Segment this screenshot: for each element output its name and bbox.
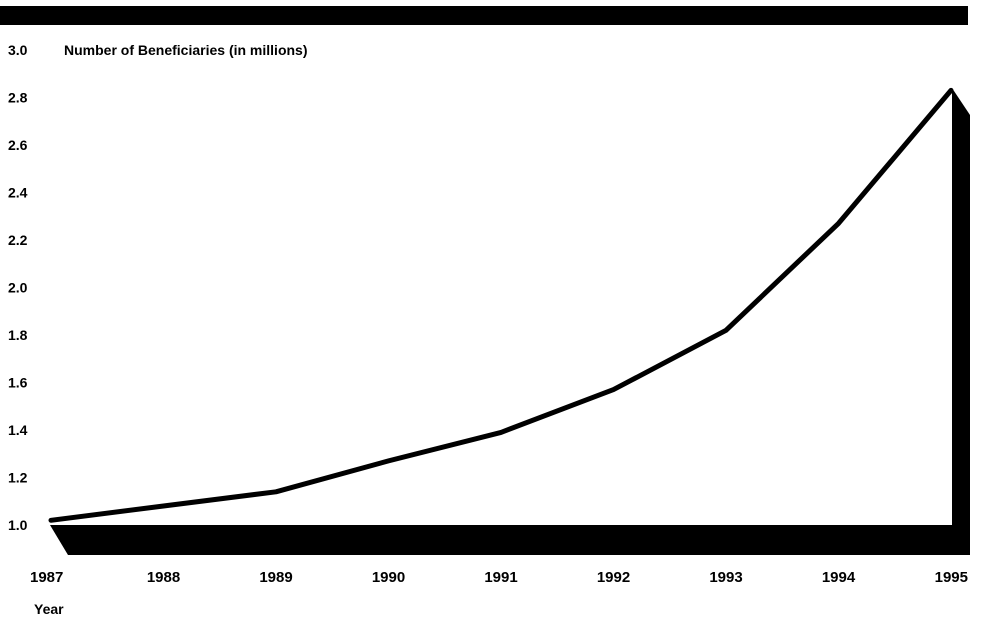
y-tick-label: 2.8	[8, 90, 28, 106]
series-line	[48, 87, 954, 523]
y-tick-label: 2.4	[8, 185, 28, 201]
x-tick-label: 1994	[822, 569, 856, 586]
x-tick-label: 1992	[597, 569, 630, 586]
y-tick-label: 1.0	[8, 517, 28, 533]
top-bar	[0, 6, 968, 25]
y-tick-label: 2.2	[8, 232, 28, 248]
x-tick-label: 1995	[935, 569, 968, 586]
y-tick-label: 1.8	[8, 327, 28, 343]
y-tick-label: 1.4	[8, 422, 28, 438]
y-tick-label: 3.0	[8, 42, 28, 58]
y-tick-label: 2.0	[8, 280, 28, 296]
x-tick-label: 1993	[709, 569, 742, 586]
x-axis-label: Year	[34, 601, 64, 617]
x-tick-label: 1991	[484, 569, 517, 586]
x-tick-labels: 1987 1988 1989 1990 1991 1992 1993 1994 1995	[30, 569, 968, 586]
x-tick-label: 1987	[30, 569, 63, 586]
floor-shadow	[50, 525, 952, 555]
y-tick-label: 1.6	[8, 375, 28, 391]
right-wall-shadow	[952, 88, 970, 555]
y-tick-label: 1.2	[8, 470, 28, 486]
x-tick-label: 1990	[372, 569, 405, 586]
chart-title: Number of Beneficiaries (in millions)	[64, 42, 308, 58]
x-tick-label: 1989	[259, 569, 292, 586]
y-tick-labels: 1.0 1.2 1.4 1.6 1.8 2.0 2.2 2.4 2.6 2.8 3.0	[8, 42, 28, 533]
x-tick-label: 1988	[147, 569, 180, 586]
y-tick-label: 2.6	[8, 137, 28, 153]
